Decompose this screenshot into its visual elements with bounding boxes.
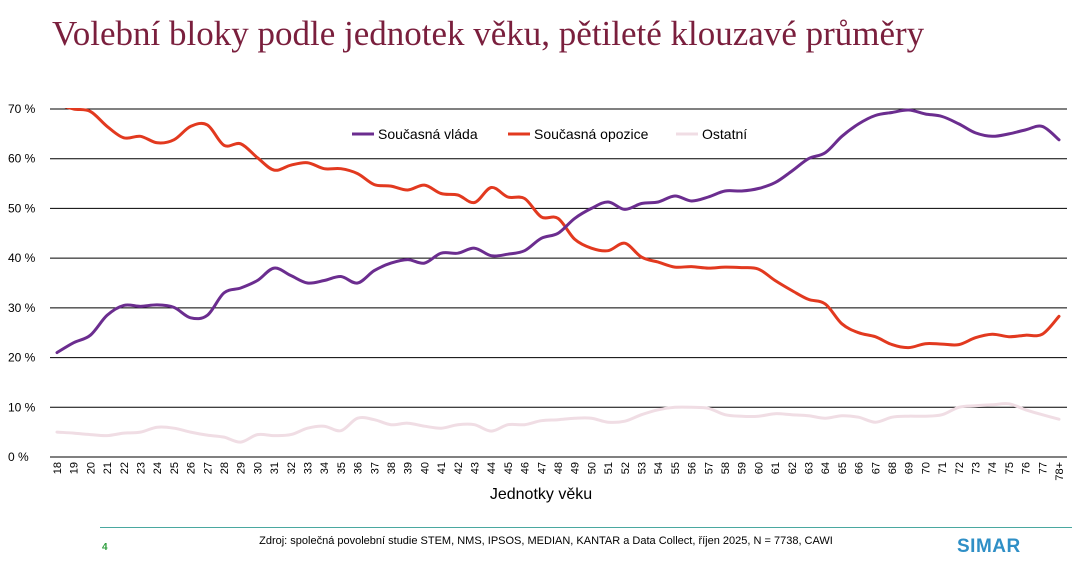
x-tick-label: 71 [937, 462, 949, 474]
line-chart: 0 % 10 % 20 % 30 % 40 % 50 % 60 % 70 % 18 19 20 21… [8, 102, 1067, 503]
x-tick-label: 26 [186, 462, 198, 474]
y-tick-label: 30 % [8, 301, 36, 315]
y-tick-label: 70 % [8, 102, 36, 116]
x-tick-label: 19 [69, 462, 81, 474]
x-tick-label: 29 [236, 462, 248, 474]
x-tick-label: 72 [954, 462, 966, 474]
x-tick-label: 67 [870, 462, 882, 474]
y-tick-label: 40 % [8, 251, 36, 265]
x-tick-label: 36 [353, 462, 365, 474]
x-tick-label: 56 [687, 462, 699, 474]
y-tick-label: 10 % [8, 400, 36, 414]
x-tick-label: 74 [987, 462, 999, 474]
series-line-ostatni [55, 402, 1061, 444]
footer-divider [100, 527, 1072, 528]
x-tick-label: 44 [486, 462, 498, 474]
x-tick-label: 73 [971, 462, 983, 474]
x-tick-label: 18 [52, 462, 64, 474]
x-tick-label: 21 [102, 462, 114, 474]
x-tick-label: 45 [503, 462, 515, 474]
x-tick-label: 64 [820, 462, 832, 474]
x-tick-label: 43 [470, 462, 482, 474]
x-tick-label: 27 [202, 462, 214, 474]
y-tick-label: 20 % [8, 351, 36, 365]
legend-label: Současná vláda [378, 126, 478, 142]
legend-label: Současná opozice [534, 126, 649, 142]
x-tick-label: 66 [854, 462, 866, 474]
x-tick-label: 48 [553, 462, 565, 474]
y-tick-label: 60 % [8, 152, 36, 166]
x-tick-label: 24 [152, 462, 164, 474]
x-tick-label: 32 [286, 462, 298, 474]
x-tick-label: 78+ [1054, 462, 1066, 481]
x-tick-label: 37 [369, 462, 381, 474]
x-tick-label: 42 [453, 462, 465, 474]
simar-logo: SIMAR [957, 536, 1021, 557]
chart-legend: Současná vláda Současná opozice Ostatní [352, 126, 747, 142]
x-tick-label: 49 [570, 462, 582, 474]
x-tick-label: 33 [303, 462, 315, 474]
x-tick-label: 28 [219, 462, 231, 474]
x-tick-label: 39 [403, 462, 415, 474]
y-tick-label: 0 % [8, 450, 29, 464]
y-axis-ticks: 0 % 10 % 20 % 30 % 40 % 50 % 60 % 70 % [8, 102, 36, 464]
chart-title: Volební bloky podle jednotek věku, pětil… [52, 14, 925, 53]
x-tick-label: 59 [737, 462, 749, 474]
x-tick-label: 46 [520, 462, 532, 474]
x-tick-label: 61 [770, 462, 782, 474]
x-tick-label: 31 [269, 462, 281, 474]
x-tick-label: 52 [620, 462, 632, 474]
x-tick-label: 53 [637, 462, 649, 474]
x-tick-label: 60 [753, 462, 765, 474]
legend-label: Ostatní [702, 126, 747, 142]
chart-gridlines [50, 108, 1067, 458]
x-tick-label: 57 [703, 462, 715, 474]
series-line-soucasna-vlada [55, 108, 1061, 355]
x-tick-label: 70 [920, 462, 932, 474]
x-tick-label: 35 [336, 462, 348, 474]
x-tick-label: 65 [837, 462, 849, 474]
x-tick-label: 55 [670, 462, 682, 474]
x-tick-label: 69 [904, 462, 916, 474]
x-tick-label: 62 [787, 462, 799, 474]
x-tick-label: 34 [319, 462, 331, 474]
x-tick-label: 40 [419, 462, 431, 474]
x-tick-label: 63 [804, 462, 816, 474]
page-number: 4 [102, 542, 108, 553]
y-tick-label: 50 % [8, 201, 36, 215]
x-tick-label: 76 [1021, 462, 1033, 474]
x-tick-label: 75 [1004, 462, 1016, 474]
x-tick-label: 22 [119, 462, 131, 474]
x-tick-label: 47 [536, 462, 548, 474]
x-tick-label: 51 [603, 462, 615, 474]
x-axis-ticks: 18 19 20 21 22 23 24 25 26 27 28 29 30 31 32 33 34 35 36 37… [52, 462, 1066, 481]
x-tick-label: 68 [887, 462, 899, 474]
x-tick-label: 54 [653, 462, 665, 474]
x-tick-label: 38 [386, 462, 398, 474]
x-tick-label: 20 [85, 462, 97, 474]
x-tick-label: 23 [136, 462, 148, 474]
series-line-soucasna-opozice [64, 108, 1061, 350]
x-tick-label: 77 [1037, 462, 1049, 474]
x-axis-label: Jednotky věku [490, 486, 592, 503]
x-tick-label: 50 [586, 462, 598, 474]
chart-series-lines [55, 108, 1061, 444]
x-tick-label: 30 [252, 462, 264, 474]
x-tick-label: 41 [436, 462, 448, 474]
x-tick-label: 58 [720, 462, 732, 474]
x-tick-label: 25 [169, 462, 181, 474]
source-note: Zdroj: společná povolební studie STEM, N… [259, 535, 833, 547]
